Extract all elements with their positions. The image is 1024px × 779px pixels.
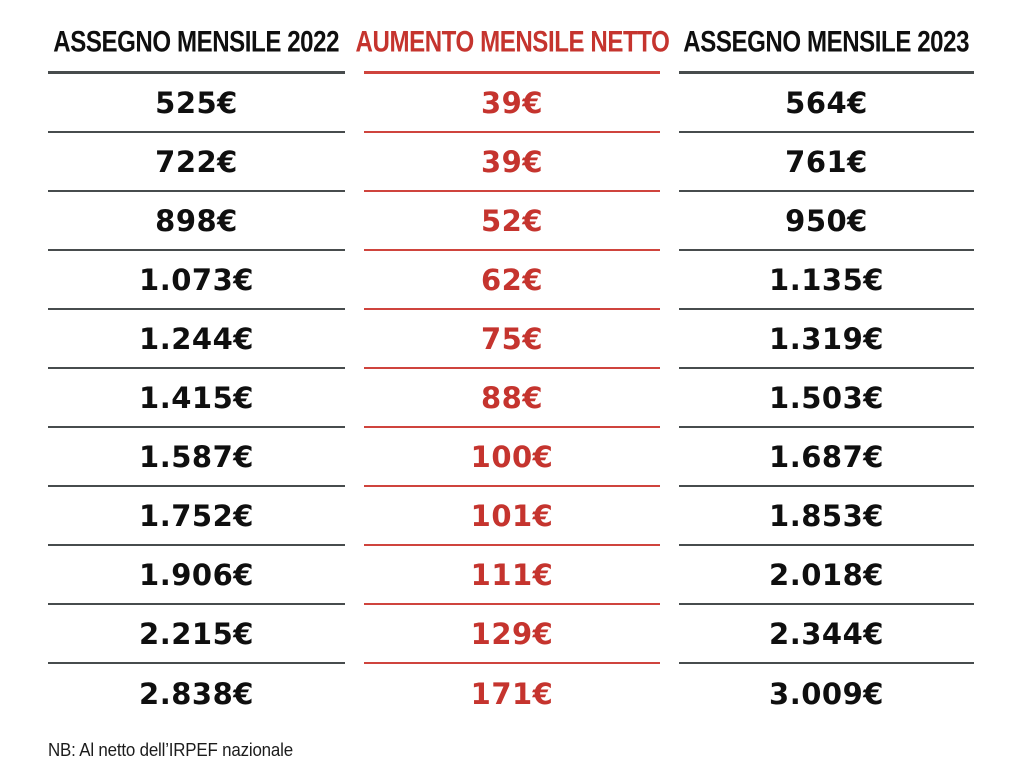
table-cell: 2.018€ — [679, 546, 974, 605]
table-cell: 52€ — [364, 192, 660, 251]
column-cells-2023: 564€ 761€ 950€ 1.135€ 1.319€ 1.503€ 1.687€ 1.85… — [679, 74, 974, 723]
column-cells-aumento: 39€ 39€ 52€ 62€ 75€ 88€ 100€ 101€ 111€ 129€ 171€ — [364, 74, 660, 723]
table-cell: 1.687€ — [679, 428, 974, 487]
column-header-2022-label: ASSEGNO MENSILE 2022 — [53, 24, 340, 58]
table-cell: 100€ — [364, 428, 660, 487]
column-header-2022: ASSEGNO MENSILE 2022 — [48, 0, 345, 74]
table-cell: 1.752€ — [48, 487, 345, 546]
table-cell: 2.344€ — [679, 605, 974, 664]
table-cell: 75€ — [364, 310, 660, 369]
column-assegno-2022: ASSEGNO MENSILE 2022 525€ 722€ 898€ 1.073€ 1… — [48, 0, 345, 723]
table-cell: 564€ — [679, 74, 974, 133]
table-cell: 39€ — [364, 133, 660, 192]
table-cell: 722€ — [48, 133, 345, 192]
table-cell: 761€ — [679, 133, 974, 192]
column-header-aumento: AUMENTO MENSILE NETTO — [355, 0, 669, 74]
column-header-2023-label: ASSEGNO MENSILE 2023 — [683, 24, 970, 58]
table-cell: 39€ — [364, 74, 660, 133]
table-cell: 1.415€ — [48, 369, 345, 428]
table-cell: 898€ — [48, 192, 345, 251]
table-cell: 2.838€ — [139, 676, 254, 711]
table-cell: 1.503€ — [679, 369, 974, 428]
column-header-aumento-label: AUMENTO MENSILE NETTO — [355, 24, 669, 58]
table-cell: 129€ — [364, 605, 660, 664]
table-cell: 88€ — [364, 369, 660, 428]
table-cell: 525€ — [48, 74, 345, 133]
table-cell: 111€ — [364, 546, 660, 605]
table-cell: 1.853€ — [679, 487, 974, 546]
table-cell: 1.319€ — [679, 310, 974, 369]
table-cell: 62€ — [364, 251, 660, 310]
table-cell: 1.135€ — [679, 251, 974, 310]
table-cell: 2.215€ — [48, 605, 345, 664]
footnote: NB: Al netto dell’IRPEF nazionale — [48, 740, 293, 760]
table-cell: 1.073€ — [48, 251, 345, 310]
column-aumento-netto: AUMENTO MENSILE NETTO 39€ 39€ 52€ 62€ 75€ 88€… — [355, 0, 669, 723]
table-cell: 1.906€ — [48, 546, 345, 605]
table-cell: 1.244€ — [48, 310, 345, 369]
table-cell: 101€ — [364, 487, 660, 546]
pension-table: ASSEGNO MENSILE 2022 525€ 722€ 898€ 1.073€ 1… — [48, 0, 974, 723]
table-cell: 1.587€ — [48, 428, 345, 487]
column-assegno-2023: ASSEGNO MENSILE 2023 564€ 761€ 950€ 1.135€ 1… — [679, 0, 974, 723]
table-cell: 950€ — [679, 192, 974, 251]
table-cell: 171€ — [470, 676, 554, 711]
column-header-2023: ASSEGNO MENSILE 2023 — [679, 0, 974, 74]
column-cells-2022: 525€ 722€ 898€ 1.073€ 1.244€ 1.415€ 1.587€ 1.75… — [48, 74, 345, 723]
table-cell: 3.009€ — [769, 676, 884, 711]
